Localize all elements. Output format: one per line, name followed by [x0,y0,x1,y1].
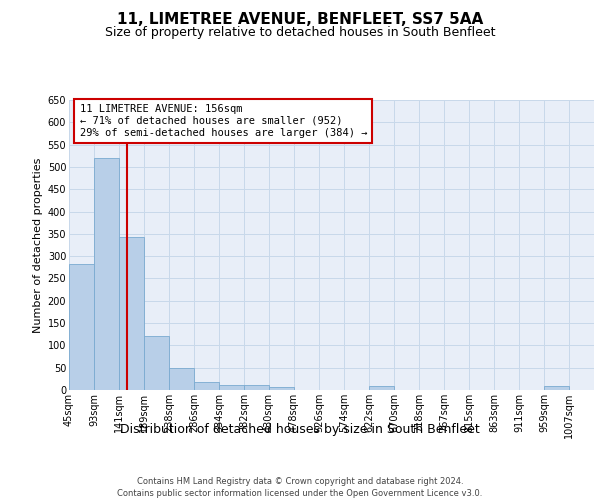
Text: Contains HM Land Registry data © Crown copyright and database right 2024.: Contains HM Land Registry data © Crown c… [137,478,463,486]
Bar [369,386,394,390]
Y-axis label: Number of detached properties: Number of detached properties [34,158,43,332]
Bar [144,336,169,390]
Bar [194,382,219,390]
Bar [219,385,244,390]
Bar [244,385,269,390]
Text: Contains public sector information licensed under the Open Government Licence v3: Contains public sector information licen… [118,489,482,498]
Bar [169,368,194,390]
Bar [119,236,144,390]
Bar [269,387,294,390]
Text: 11, LIMETREE AVENUE, BENFLEET, SS7 5AA: 11, LIMETREE AVENUE, BENFLEET, SS7 5AA [117,12,483,28]
Bar [69,264,94,390]
Text: Size of property relative to detached houses in South Benfleet: Size of property relative to detached ho… [105,26,495,39]
Text: Distribution of detached houses by size in South Benfleet: Distribution of detached houses by size … [120,422,480,436]
Bar [544,386,569,390]
Text: 11 LIMETREE AVENUE: 156sqm
← 71% of detached houses are smaller (952)
29% of sem: 11 LIMETREE AVENUE: 156sqm ← 71% of deta… [79,104,367,138]
Bar [94,158,119,390]
